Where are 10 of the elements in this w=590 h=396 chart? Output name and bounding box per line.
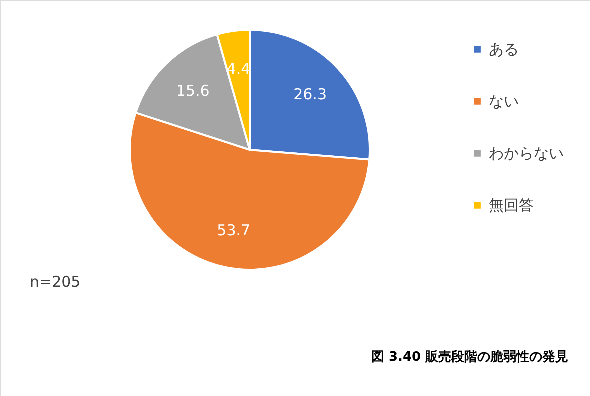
data-label: 53.7	[217, 221, 251, 240]
data-label: 4.4	[226, 60, 251, 78]
text: 図 3.40 販売段階の脆弱性の発見	[371, 349, 569, 365]
legend-label: わからない	[489, 144, 564, 162]
legend-label: ある	[489, 40, 519, 58]
text: n=205	[30, 273, 81, 291]
legend-label: ない	[489, 92, 519, 110]
data-label: 15.6	[176, 82, 210, 100]
data-label: 26.3	[294, 85, 328, 104]
legend-label: 無回答	[489, 196, 534, 214]
